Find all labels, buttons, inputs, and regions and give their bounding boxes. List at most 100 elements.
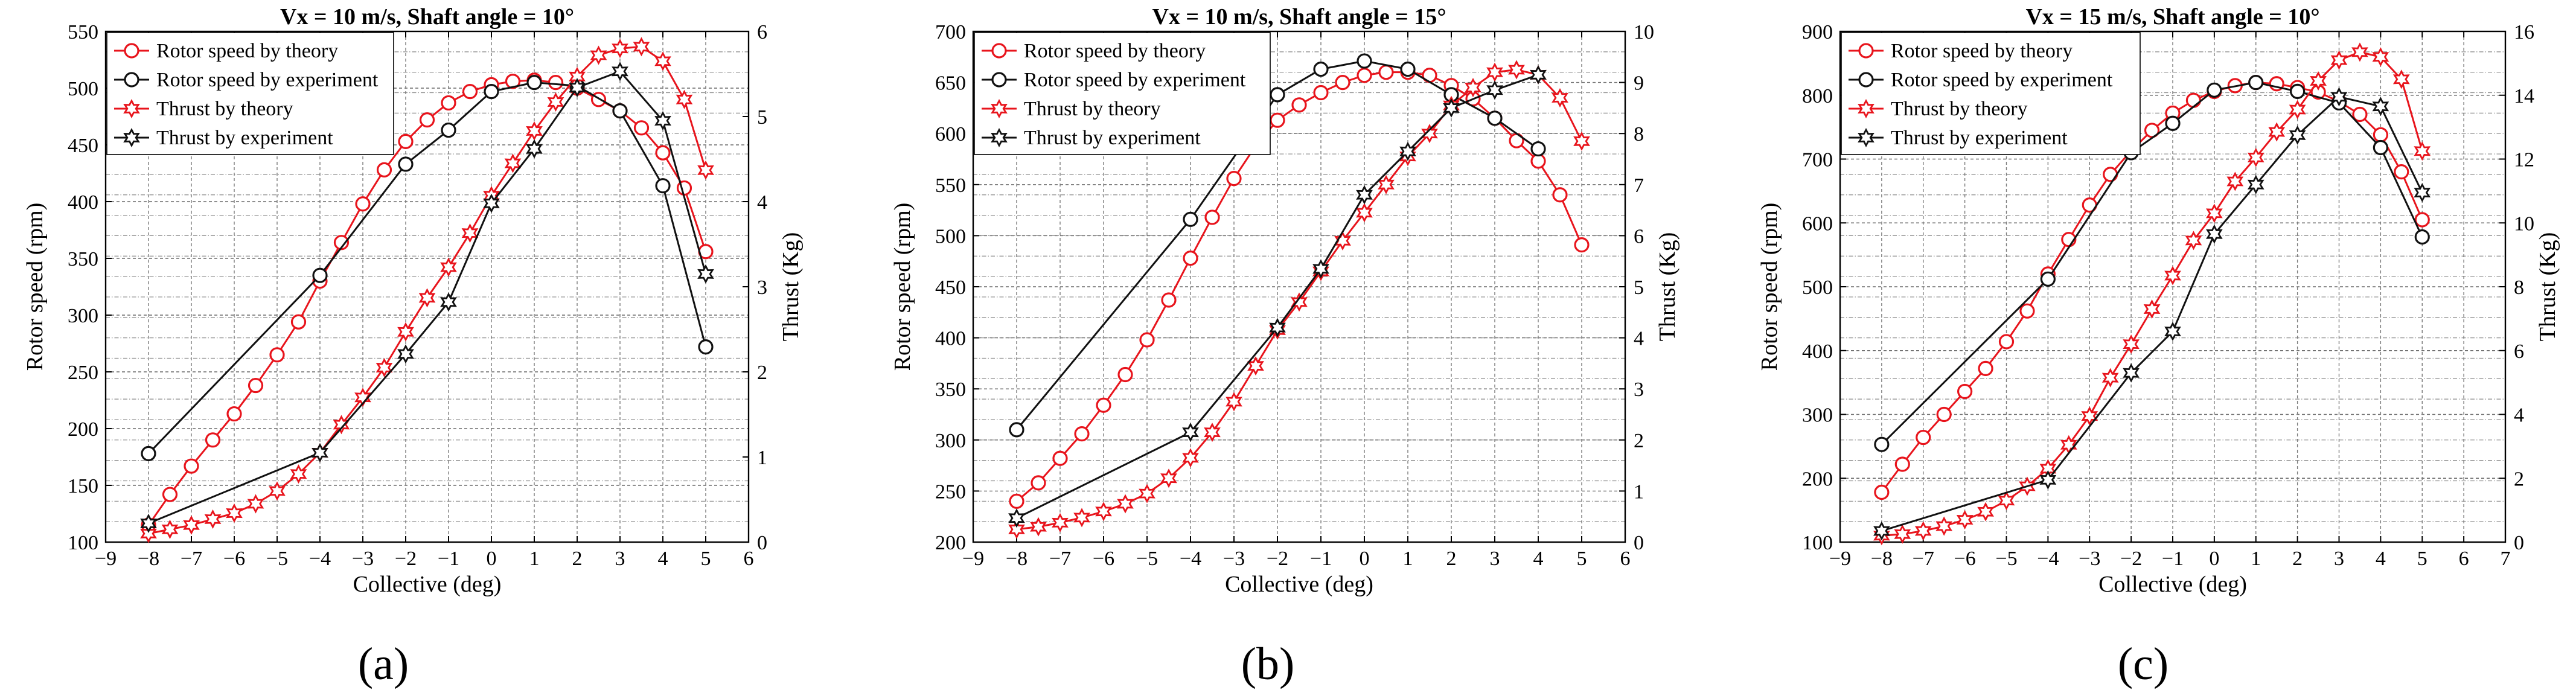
- data-point: [1486, 62, 1503, 82]
- y2-tick-label: 8: [2514, 276, 2524, 299]
- y-tick-label: 450: [935, 276, 966, 299]
- data-point: [269, 481, 286, 501]
- panel-label: (a): [358, 639, 409, 689]
- data-point: [140, 523, 157, 543]
- x-tick-label: 2: [572, 548, 583, 570]
- legend-marker: [1858, 127, 1874, 148]
- legend: Rotor speed by theory Rotor speed by expe…: [106, 32, 394, 155]
- series-line: [148, 70, 707, 525]
- data-point: [1335, 75, 1350, 91]
- data-point: [461, 223, 479, 243]
- data-point: [484, 84, 499, 100]
- chart-title: Vx = 10 m/s, Shaft angle = 15°: [1152, 4, 1446, 30]
- data-point: [2392, 69, 2410, 89]
- data-point: [2330, 87, 2348, 107]
- data-point: [1957, 383, 1973, 400]
- y2-axis-label: Thrust (Kg): [1655, 232, 1680, 341]
- y-tick-label: 400: [68, 191, 98, 214]
- y-tick-label: 800: [1802, 85, 1833, 107]
- data-point: [226, 406, 242, 422]
- x-tick-label: −3: [352, 548, 374, 570]
- y-tick-label: 300: [68, 305, 98, 327]
- x-tick-label: 0: [487, 548, 497, 570]
- data-point: [312, 442, 328, 462]
- y2-tick-label: 3: [1634, 379, 1644, 401]
- data-point: [226, 503, 243, 523]
- data-point: [1096, 397, 1111, 413]
- legend-label: Thrust by experiment: [1891, 127, 2068, 149]
- y2-tick-label: 12: [2514, 149, 2534, 171]
- data-point: [2330, 50, 2348, 70]
- data-point: [1073, 508, 1090, 528]
- y-tick-label: 300: [1802, 404, 1833, 427]
- data-point: [1008, 519, 1025, 539]
- data-point: [2019, 303, 2035, 319]
- data-point: [290, 464, 307, 484]
- data-point: [376, 357, 393, 377]
- series-thrust-by-experiment: [1873, 87, 2431, 541]
- data-point: [526, 75, 542, 91]
- legend-label: Rotor speed by experiment: [1891, 69, 2113, 91]
- series-line: [1881, 95, 2423, 532]
- data-point: [2310, 71, 2327, 91]
- data-point: [1117, 494, 1134, 514]
- legend-label: Thrust by experiment: [1024, 127, 1201, 149]
- data-point: [655, 178, 671, 194]
- data-point: [1552, 88, 1568, 107]
- data-point: [1443, 98, 1460, 118]
- x-tick-label: −6: [1954, 548, 1976, 570]
- data-point: [2247, 174, 2264, 194]
- x-tick-label: 6: [1620, 548, 1631, 570]
- x-axis-label: Collective (deg): [353, 572, 502, 597]
- data-point: [1378, 65, 1394, 80]
- data-point: [1508, 60, 1525, 80]
- data-point: [248, 377, 264, 394]
- x-tick-label: −4: [1180, 548, 1201, 570]
- gridlines: [1839, 31, 2506, 543]
- data-point: [612, 62, 628, 81]
- data-point: [1160, 468, 1177, 488]
- x-tick-label: −7: [1049, 548, 1071, 570]
- data-point: [1291, 292, 1308, 312]
- y2-tick-label: 4: [757, 191, 767, 214]
- legend-label: Thrust by theory: [1024, 98, 1161, 120]
- ticks: −9 −8 −7 −6 −5 −4 −3 −2 −1 0 1 2 3 4 5 6 710020030040050…: [1802, 21, 2534, 570]
- data-point: [548, 75, 564, 91]
- data-point: [1356, 203, 1373, 223]
- data-point: [1978, 360, 1993, 376]
- y-tick-label: 400: [935, 328, 966, 350]
- data-point: [1874, 436, 1890, 452]
- legend-label: Rotor speed by experiment: [156, 69, 379, 91]
- data-point: [1399, 141, 1416, 161]
- data-point: [1486, 80, 1503, 100]
- x-tick-label: 1: [1403, 548, 1413, 570]
- data-point: [1530, 141, 1546, 157]
- y2-tick-label: 6: [1634, 225, 1644, 248]
- x-tick-label: 0: [1360, 548, 1370, 570]
- data-point: [184, 458, 199, 474]
- legend-box: [974, 32, 1271, 155]
- data-point: [1270, 112, 1285, 128]
- data-point: [161, 519, 179, 539]
- data-point: [1204, 423, 1221, 442]
- data-point: [1269, 318, 1286, 337]
- data-point: [441, 122, 456, 138]
- data-point: [312, 267, 328, 283]
- series-line: [1881, 81, 2423, 446]
- x-tick-label: −3: [1223, 548, 1245, 570]
- data-point: [1031, 475, 1046, 491]
- legend-label: Thrust by theory: [1891, 98, 2028, 120]
- legend-marker: [991, 98, 1008, 119]
- data-point: [419, 112, 435, 128]
- data-point: [1312, 259, 1329, 279]
- data-point: [141, 446, 156, 461]
- y-tick-label: 900: [1802, 21, 1833, 43]
- data-point: [1095, 502, 1112, 522]
- y2-tick-label: 14: [2514, 85, 2534, 107]
- data-point: [1357, 68, 1372, 83]
- data-point: [505, 74, 521, 89]
- x-tick-label: 3: [1490, 548, 1500, 570]
- data-point: [2226, 171, 2244, 191]
- data-point: [183, 515, 200, 535]
- data-point: [269, 347, 285, 363]
